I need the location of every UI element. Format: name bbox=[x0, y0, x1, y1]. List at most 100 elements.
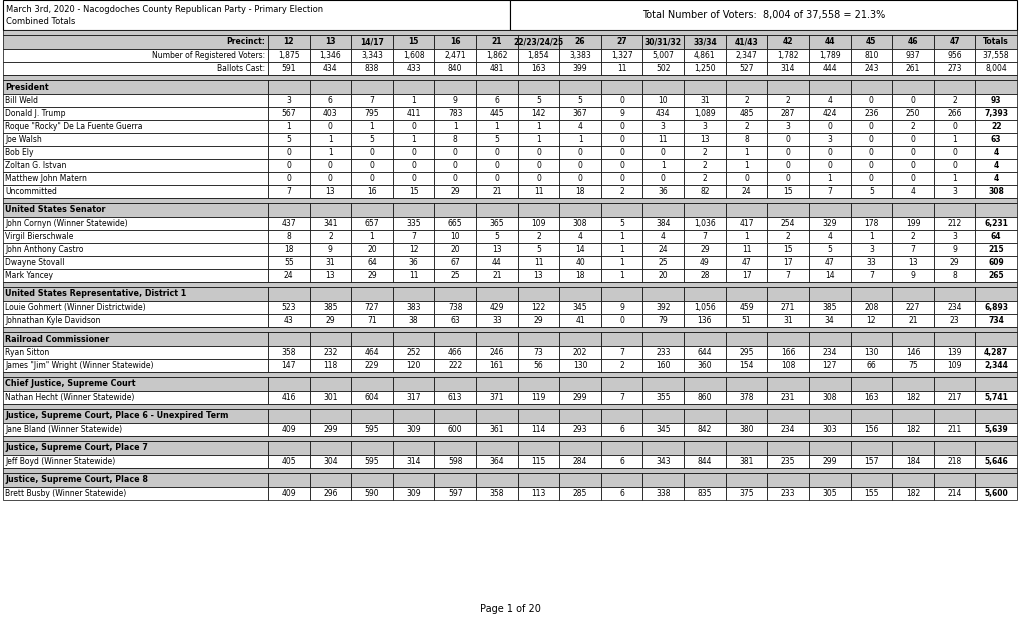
Text: Page 1 of 20: Page 1 of 20 bbox=[479, 604, 540, 614]
Bar bbox=[850, 217, 892, 230]
Bar bbox=[974, 203, 1016, 217]
Text: 127: 127 bbox=[821, 361, 837, 370]
Bar bbox=[518, 346, 558, 359]
Bar bbox=[642, 107, 684, 120]
Text: 47: 47 bbox=[949, 38, 959, 46]
Text: 5: 5 bbox=[286, 135, 291, 144]
Text: 2: 2 bbox=[785, 96, 790, 105]
Text: 844: 844 bbox=[697, 457, 711, 466]
Bar bbox=[558, 473, 600, 487]
Text: 0: 0 bbox=[577, 161, 582, 170]
Bar bbox=[974, 314, 1016, 327]
Bar bbox=[351, 230, 392, 243]
Bar bbox=[476, 243, 518, 256]
Bar bbox=[684, 146, 725, 159]
Bar bbox=[850, 80, 892, 94]
Bar bbox=[600, 49, 642, 62]
Text: 29: 29 bbox=[533, 316, 543, 325]
Bar bbox=[310, 332, 351, 346]
Bar bbox=[974, 487, 1016, 500]
Text: 6,893: 6,893 bbox=[983, 303, 1007, 312]
Bar bbox=[725, 107, 766, 120]
Bar bbox=[684, 314, 725, 327]
Bar bbox=[351, 269, 392, 282]
Text: 15: 15 bbox=[408, 38, 419, 46]
Text: 7: 7 bbox=[619, 348, 624, 357]
Bar bbox=[476, 301, 518, 314]
Bar bbox=[932, 256, 974, 269]
Bar bbox=[268, 243, 310, 256]
Bar bbox=[558, 441, 600, 455]
Bar bbox=[558, 133, 600, 146]
Text: 665: 665 bbox=[447, 219, 462, 228]
Text: 25: 25 bbox=[450, 271, 460, 280]
Bar bbox=[476, 359, 518, 372]
Text: 8: 8 bbox=[452, 135, 458, 144]
Text: 335: 335 bbox=[406, 219, 421, 228]
Bar bbox=[310, 455, 351, 468]
Text: 10: 10 bbox=[658, 96, 667, 105]
Bar bbox=[476, 172, 518, 185]
Bar bbox=[808, 301, 850, 314]
Text: 355: 355 bbox=[655, 393, 669, 402]
Text: 163: 163 bbox=[531, 64, 545, 73]
Text: 3: 3 bbox=[702, 122, 706, 131]
Text: 31: 31 bbox=[325, 258, 335, 267]
Bar bbox=[850, 133, 892, 146]
Text: 1: 1 bbox=[952, 135, 956, 144]
Bar bbox=[725, 301, 766, 314]
Text: 7: 7 bbox=[785, 271, 790, 280]
Bar bbox=[600, 185, 642, 198]
Bar bbox=[310, 49, 351, 62]
Text: 12: 12 bbox=[283, 38, 293, 46]
Bar bbox=[518, 159, 558, 172]
Text: 2,471: 2,471 bbox=[444, 51, 466, 60]
Text: 0: 0 bbox=[286, 148, 291, 157]
Text: 75: 75 bbox=[907, 361, 917, 370]
Text: 36: 36 bbox=[409, 258, 418, 267]
Bar bbox=[850, 230, 892, 243]
Bar bbox=[808, 409, 850, 423]
Bar bbox=[351, 120, 392, 133]
Text: 523: 523 bbox=[281, 303, 296, 312]
Bar bbox=[351, 172, 392, 185]
Bar bbox=[476, 332, 518, 346]
Text: 44: 44 bbox=[491, 258, 501, 267]
Bar bbox=[892, 359, 932, 372]
Text: 11: 11 bbox=[616, 64, 626, 73]
Bar bbox=[310, 217, 351, 230]
Bar bbox=[3, 217, 268, 230]
Text: 365: 365 bbox=[489, 219, 503, 228]
Bar bbox=[392, 120, 434, 133]
Bar bbox=[310, 423, 351, 436]
Text: 42: 42 bbox=[783, 38, 793, 46]
Bar bbox=[392, 423, 434, 436]
Text: 56: 56 bbox=[533, 361, 543, 370]
Text: 405: 405 bbox=[281, 457, 296, 466]
Text: 24: 24 bbox=[658, 245, 667, 254]
Bar bbox=[600, 441, 642, 455]
Bar bbox=[476, 120, 518, 133]
Text: 261: 261 bbox=[905, 64, 919, 73]
Bar bbox=[434, 409, 476, 423]
Bar bbox=[974, 346, 1016, 359]
Bar bbox=[518, 203, 558, 217]
Bar bbox=[518, 172, 558, 185]
Bar bbox=[558, 203, 600, 217]
Bar bbox=[642, 159, 684, 172]
Text: 609: 609 bbox=[987, 258, 1003, 267]
Text: 118: 118 bbox=[323, 361, 337, 370]
Bar bbox=[974, 94, 1016, 107]
Text: 338: 338 bbox=[655, 489, 669, 498]
Bar bbox=[476, 107, 518, 120]
Bar bbox=[725, 287, 766, 301]
Bar bbox=[642, 423, 684, 436]
Bar bbox=[558, 314, 600, 327]
Bar bbox=[476, 230, 518, 243]
Text: United States Senator: United States Senator bbox=[5, 206, 105, 215]
Text: 18: 18 bbox=[575, 187, 584, 196]
Text: 243: 243 bbox=[863, 64, 877, 73]
Text: 82: 82 bbox=[699, 187, 709, 196]
Text: 232: 232 bbox=[323, 348, 337, 357]
Bar bbox=[932, 49, 974, 62]
